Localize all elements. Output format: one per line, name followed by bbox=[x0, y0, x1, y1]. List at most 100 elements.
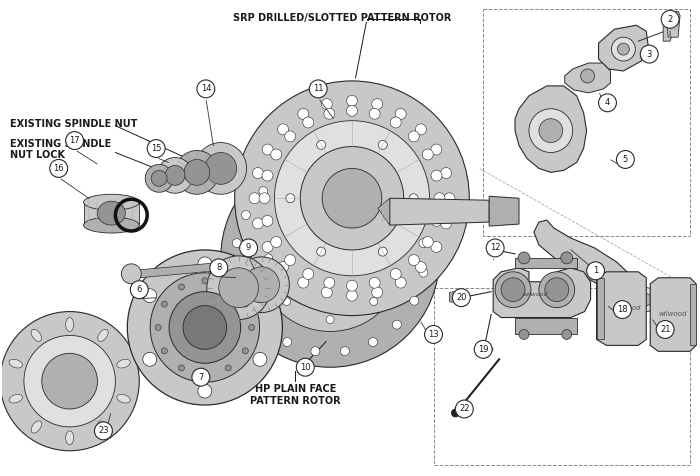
Circle shape bbox=[393, 187, 401, 196]
Text: 4: 4 bbox=[605, 98, 610, 107]
Circle shape bbox=[283, 337, 292, 347]
Circle shape bbox=[612, 37, 636, 61]
Circle shape bbox=[321, 287, 332, 298]
Circle shape bbox=[529, 109, 573, 152]
Circle shape bbox=[395, 277, 406, 288]
Circle shape bbox=[206, 256, 270, 319]
Circle shape bbox=[580, 69, 594, 83]
Circle shape bbox=[422, 237, 433, 248]
Circle shape bbox=[393, 320, 401, 329]
Circle shape bbox=[346, 95, 358, 106]
Circle shape bbox=[50, 159, 68, 178]
Text: 1: 1 bbox=[593, 266, 598, 275]
Circle shape bbox=[431, 216, 442, 227]
Circle shape bbox=[225, 284, 231, 290]
Circle shape bbox=[303, 117, 314, 128]
Circle shape bbox=[656, 320, 674, 338]
Ellipse shape bbox=[31, 329, 41, 341]
Text: 8: 8 bbox=[216, 263, 221, 272]
Circle shape bbox=[202, 278, 208, 284]
Circle shape bbox=[283, 169, 292, 178]
Text: 3: 3 bbox=[647, 50, 652, 59]
Polygon shape bbox=[390, 198, 489, 225]
Polygon shape bbox=[378, 198, 390, 225]
Text: wilwood: wilwood bbox=[659, 310, 687, 317]
Circle shape bbox=[234, 81, 469, 316]
Circle shape bbox=[495, 272, 531, 307]
Circle shape bbox=[192, 368, 210, 386]
Circle shape bbox=[259, 193, 270, 204]
Circle shape bbox=[143, 352, 157, 366]
Circle shape bbox=[232, 268, 241, 277]
Text: SRP DRILLED/SLOTTED PATTERN ROTOR: SRP DRILLED/SLOTTED PATTERN ROTOR bbox=[232, 13, 451, 23]
Circle shape bbox=[249, 193, 260, 204]
Circle shape bbox=[253, 168, 263, 178]
Circle shape bbox=[617, 150, 634, 169]
Circle shape bbox=[617, 43, 629, 55]
Circle shape bbox=[311, 160, 320, 169]
Circle shape bbox=[316, 140, 326, 149]
Circle shape bbox=[210, 259, 228, 277]
Circle shape bbox=[431, 241, 442, 252]
Circle shape bbox=[415, 124, 426, 135]
Circle shape bbox=[205, 152, 237, 184]
Text: 9: 9 bbox=[246, 243, 251, 252]
Circle shape bbox=[183, 306, 227, 349]
Circle shape bbox=[324, 108, 335, 119]
Circle shape bbox=[178, 284, 185, 290]
Text: 14: 14 bbox=[201, 84, 211, 93]
Ellipse shape bbox=[66, 431, 74, 445]
Circle shape bbox=[431, 144, 442, 155]
Circle shape bbox=[162, 301, 167, 307]
Circle shape bbox=[296, 358, 314, 376]
Circle shape bbox=[368, 337, 377, 347]
Polygon shape bbox=[449, 290, 464, 305]
Circle shape bbox=[300, 147, 404, 250]
Circle shape bbox=[248, 325, 255, 330]
Circle shape bbox=[410, 296, 419, 305]
Circle shape bbox=[281, 208, 380, 307]
Polygon shape bbox=[565, 63, 610, 93]
Circle shape bbox=[232, 238, 241, 248]
Circle shape bbox=[162, 348, 167, 354]
Circle shape bbox=[130, 281, 148, 298]
Circle shape bbox=[285, 131, 295, 142]
Circle shape bbox=[298, 277, 309, 288]
Circle shape bbox=[321, 99, 332, 109]
Text: EXISTING SPINDLE
NUT LOCK: EXISTING SPINDLE NUT LOCK bbox=[10, 139, 111, 160]
Circle shape bbox=[157, 158, 193, 193]
Polygon shape bbox=[515, 86, 587, 172]
Circle shape bbox=[408, 255, 419, 266]
Text: 16: 16 bbox=[53, 164, 64, 173]
Circle shape bbox=[444, 193, 455, 204]
Circle shape bbox=[326, 192, 334, 200]
Polygon shape bbox=[478, 341, 493, 357]
Circle shape bbox=[309, 80, 327, 98]
Circle shape bbox=[391, 117, 401, 128]
Circle shape bbox=[501, 278, 525, 302]
Circle shape bbox=[440, 218, 452, 229]
Ellipse shape bbox=[66, 317, 74, 331]
Circle shape bbox=[640, 45, 658, 63]
Circle shape bbox=[259, 187, 268, 196]
Circle shape bbox=[259, 320, 268, 329]
Circle shape bbox=[326, 316, 334, 324]
Circle shape bbox=[242, 348, 248, 354]
Circle shape bbox=[518, 252, 530, 264]
Circle shape bbox=[274, 121, 430, 276]
Bar bbox=[433, 288, 690, 465]
Circle shape bbox=[42, 353, 97, 409]
Circle shape bbox=[143, 289, 157, 303]
Polygon shape bbox=[650, 278, 696, 351]
Circle shape bbox=[539, 272, 575, 307]
Circle shape bbox=[184, 159, 210, 185]
Polygon shape bbox=[83, 202, 139, 225]
Circle shape bbox=[561, 252, 573, 264]
Text: 12: 12 bbox=[490, 243, 500, 252]
Circle shape bbox=[253, 352, 267, 366]
Ellipse shape bbox=[97, 201, 125, 225]
Circle shape bbox=[283, 298, 290, 306]
Circle shape bbox=[271, 149, 281, 160]
Circle shape bbox=[145, 164, 173, 192]
Text: 13: 13 bbox=[428, 330, 439, 339]
